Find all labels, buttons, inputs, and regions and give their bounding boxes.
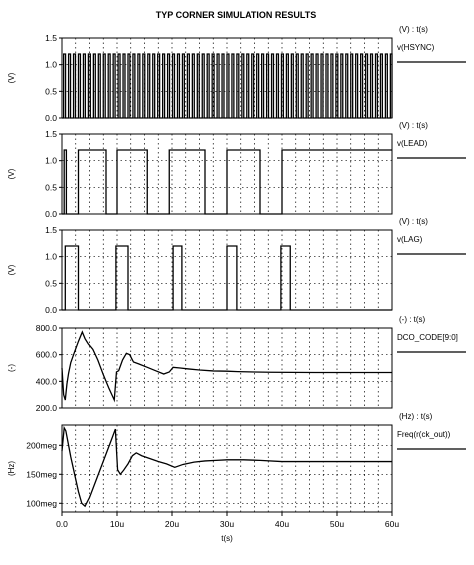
v-lead-legend-label: v(LEAD) [397, 139, 428, 148]
x-axis-label: t(s) [221, 534, 233, 543]
dco-code-9-0-ytick-label: 800.0 [36, 323, 58, 333]
v-hsync-y-unit-label: (V) [7, 72, 16, 83]
panel-dco-code: 800.0 600.0 400.0 200.0 (-) (-) : t(s) DCO_COD… [7, 315, 466, 413]
x-tick-label: 40u [275, 519, 289, 529]
v-lag-ytick-label: 1.0 [45, 252, 57, 262]
dco-code-9-0-legend-label: DCO_CODE[9:0] [397, 333, 458, 342]
dco-code-9-0-ytick-label: 600.0 [36, 350, 58, 360]
v-lead-ytick-label: 1.5 [45, 129, 57, 139]
v-lag-ytick-label: 1.5 [45, 225, 57, 235]
panel-lag: 1.5 1.0 0.5 0.0 (V) (V) : t(s) v(LAG) [7, 217, 466, 315]
freq-r-ck-out-ytick-label: 100meg [26, 498, 57, 508]
v-lag-axis-label: (V) : t(s) [399, 217, 428, 226]
freq-r-ck-out-legend-label: Freq(r(ck_out)) [397, 430, 451, 439]
dco-code-9-0-trace [61, 330, 392, 403]
dco-code-9-0-axis-label: (-) : t(s) [399, 315, 426, 324]
v-hsync-ytick-label: 0.5 [45, 86, 57, 96]
figure-title: TYP CORNER SIMULATION RESULTS [156, 10, 317, 20]
v-lead-ytick-label: 0.0 [45, 209, 57, 219]
v-hsync-axis-label: (V) : t(s) [399, 25, 428, 34]
v-lag-y-unit-label: (V) [7, 264, 16, 275]
panel-freq: 200meg 150meg 100meg (Hz) (Hz) : t(s) Freq(r(… [7, 412, 466, 513]
freq-r-ck-out-ytick-label: 150meg [26, 469, 57, 479]
v-lead-y-unit-label: (V) [7, 168, 16, 179]
freq-r-ck-out-y-unit-label: (Hz) [7, 461, 16, 476]
v-hsync-ytick-label: 0.0 [45, 113, 57, 123]
x-tick-label: 0.0 [56, 519, 68, 529]
dco-code-9-0-y-unit-label: (-) [7, 364, 16, 372]
freq-r-ck-out-trace [61, 425, 392, 508]
v-lead-ytick-label: 1.0 [45, 156, 57, 166]
time-axis: 0.0 10u 20u 30u 40u 50u 60u t(s) [56, 512, 399, 543]
panel-lead: 1.5 1.0 0.5 0.0 (V) (V) : t(s) v(LEAD) [7, 121, 466, 219]
dco-code-9-0-ytick-label: 200.0 [36, 403, 58, 413]
x-tick-label: 10u [110, 519, 124, 529]
dco-code-9-0-ytick-label: 400.0 [36, 376, 58, 386]
v-lead-ytick-label: 0.5 [45, 182, 57, 192]
v-lag-ytick-label: 0.0 [45, 305, 57, 315]
v-lead-trace [62, 149, 392, 215]
freq-r-ck-out-ytick-label: 200meg [26, 440, 57, 450]
v-lag-trace [62, 245, 392, 311]
v-hsync-ytick-label: 1.0 [45, 60, 57, 70]
panel-hsync: 1.5 1.0 0.5 0.0 (V) (V) : t(s) v(HSYNC) [7, 25, 466, 123]
x-tick-label: 30u [220, 519, 234, 529]
x-tick-label: 20u [165, 519, 179, 529]
v-lead-axis-label: (V) : t(s) [399, 121, 428, 130]
v-hsync-trace [62, 53, 393, 119]
v-hsync-legend-label: v(HSYNC) [397, 43, 435, 52]
x-tick-label: 50u [330, 519, 344, 529]
v-lag-ytick-label: 0.5 [45, 278, 57, 288]
freq-r-ck-out-axis-label: (Hz) : t(s) [399, 412, 433, 421]
v-hsync-ytick-label: 1.5 [45, 33, 57, 43]
x-tick-label: 60u [385, 519, 399, 529]
v-lag-legend-label: v(LAG) [397, 235, 423, 244]
